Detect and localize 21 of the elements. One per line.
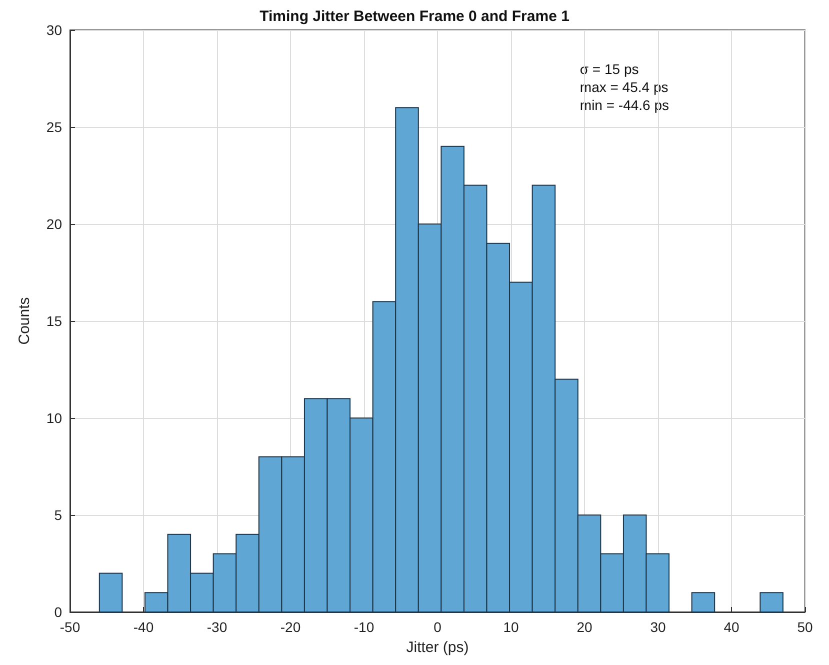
y-tick-label: 15	[46, 313, 62, 329]
x-tick-label: 50	[797, 619, 813, 635]
x-tick-label: 0	[434, 619, 442, 635]
x-tick-label: -40	[133, 619, 154, 635]
x-tick-label: 40	[724, 619, 740, 635]
x-tick-label: -30	[206, 619, 228, 635]
y-axis-title: Counts	[16, 297, 33, 345]
y-tick-label: 25	[46, 119, 62, 135]
x-tick-label: 10	[503, 619, 519, 635]
chart-title: Timing Jitter Between Frame 0 and Frame 1	[260, 8, 570, 25]
y-tick-label: 20	[46, 216, 62, 232]
x-axis-title: Jitter (ps)	[406, 639, 469, 656]
x-tick-label: 30	[650, 619, 666, 635]
y-tick-label: 5	[54, 507, 62, 523]
x-tick-label: 20	[576, 619, 592, 635]
x-tick-label: -20	[280, 619, 301, 635]
x-tick-label: -50	[60, 619, 80, 635]
y-tick-label: 0	[54, 604, 62, 620]
y-tick-label: 10	[46, 410, 62, 426]
x-tick-label: -10	[354, 619, 374, 635]
y-tick-label: 30	[46, 22, 62, 38]
